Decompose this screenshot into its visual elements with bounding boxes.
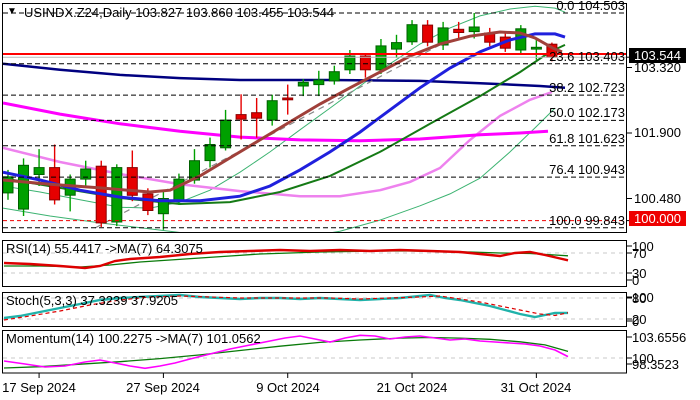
- fibonacci-level-label: 61.8 101.623: [549, 131, 625, 146]
- candle-body-bull: [530, 46, 542, 50]
- date-axis-label: 9 Oct 2024: [256, 380, 320, 395]
- chart-title: USINDX.Z24,Daily 103.827 103.860 103.455…: [24, 5, 335, 20]
- price-axis-label: 103.320: [634, 60, 681, 75]
- candle-body-bear: [359, 55, 371, 71]
- panel-frame: [2, 240, 627, 287]
- candle-body-bear: [142, 193, 154, 211]
- fibonacci-level-label: 100.0 99.843: [549, 213, 625, 228]
- candle-body-bull: [344, 55, 356, 71]
- rsi-axis-label: 70: [632, 246, 647, 261]
- stoch-axis-label: 80: [632, 291, 647, 306]
- rsi-axis-label: 30: [632, 266, 647, 281]
- candle-body-bull: [266, 100, 278, 121]
- momentum-indicator-label: Momentum(14) 100.2275 ->MA(7) 101.0562: [6, 331, 261, 346]
- price-axis-label: 101.900: [634, 125, 681, 140]
- price-axis-label-black-box: 103.544: [629, 48, 686, 63]
- ma-blue-line: [3, 32, 566, 203]
- fibonacci-level-label: 50.0 102.173: [549, 105, 625, 120]
- candle-body-bear: [235, 114, 247, 120]
- candle-body-bull: [406, 24, 418, 43]
- band-upper-line: [3, 5, 566, 209]
- stoch-axis-label: 0: [632, 314, 640, 329]
- fibonacci-level-label: 0.0 104.503: [556, 0, 625, 13]
- candle-body-bear: [422, 24, 434, 43]
- stoch-axis-label: 100: [632, 290, 654, 305]
- candle-body-bull: [204, 144, 216, 162]
- ma-navy-line: [3, 62, 566, 90]
- fibonacci-level-label: 38.2 102.723: [549, 80, 625, 95]
- panel-frame: [2, 3, 627, 233]
- rsi-indicator-label: RSI(14) 55.4417 ->MA(7) 64.3075: [6, 241, 203, 256]
- candle-body-bull: [313, 79, 325, 86]
- momentum-axis-label: 103.6556: [632, 330, 687, 345]
- rsi-ma-line: [4, 250, 569, 268]
- candle-body-bull: [437, 27, 449, 46]
- candle-body-bear: [251, 112, 263, 119]
- fibonacci-level-label: 76.4 100.943: [549, 162, 625, 177]
- candle-body-bull: [328, 71, 340, 82]
- panel-frame: [2, 330, 627, 374]
- momentum-axis-label: 98.3523: [632, 357, 679, 372]
- momentum-axis-label: 100: [632, 351, 654, 366]
- stoch-indicator-label: Stoch(5,3,3) 37.3239 37.9205: [6, 293, 179, 308]
- candle-body-bull: [18, 164, 29, 210]
- rsi-axis-label: 0: [632, 273, 640, 288]
- date-axis-label: 31 Oct 2024: [500, 380, 572, 395]
- rsi-axis-label: 100: [632, 239, 654, 254]
- date-axis-label: 21 Oct 2024: [376, 380, 448, 395]
- symbol-dropdown-icon[interactable]: ▼: [7, 6, 17, 17]
- momentum-ma-line: [3, 336, 569, 369]
- date-axis-label: 17 Sep 2024: [2, 380, 76, 395]
- candle-body-bear: [453, 28, 465, 33]
- candle-body-bull: [80, 168, 92, 180]
- candle-body-bear: [126, 167, 138, 196]
- candle-body-bear: [282, 97, 294, 101]
- candle-body-bull: [468, 26, 480, 33]
- rsi-main-line: [3, 248, 569, 270]
- candle-body-bull: [375, 45, 387, 71]
- candle-body-bull: [173, 178, 185, 201]
- candle-body-bull: [391, 42, 402, 50]
- price-axis-label-red-box: 100.000: [629, 211, 686, 226]
- panel-frame: [2, 292, 627, 327]
- candle-body-bull: [220, 119, 232, 149]
- momentum-main-line: [3, 334, 569, 370]
- fibonacci-level-label: 23.6 103.403: [549, 49, 625, 64]
- ma-brown-line: [3, 30, 563, 194]
- candle-body-bull: [157, 198, 169, 215]
- stoch-signal-line: [3, 295, 569, 321]
- date-axis-label: 27 Sep 2024: [126, 380, 200, 395]
- candle-body-bull: [297, 81, 309, 87]
- candle-body-bull: [33, 167, 45, 176]
- stoch-axis-label: 20: [632, 312, 647, 327]
- price-axis-label: 100.480: [634, 191, 681, 206]
